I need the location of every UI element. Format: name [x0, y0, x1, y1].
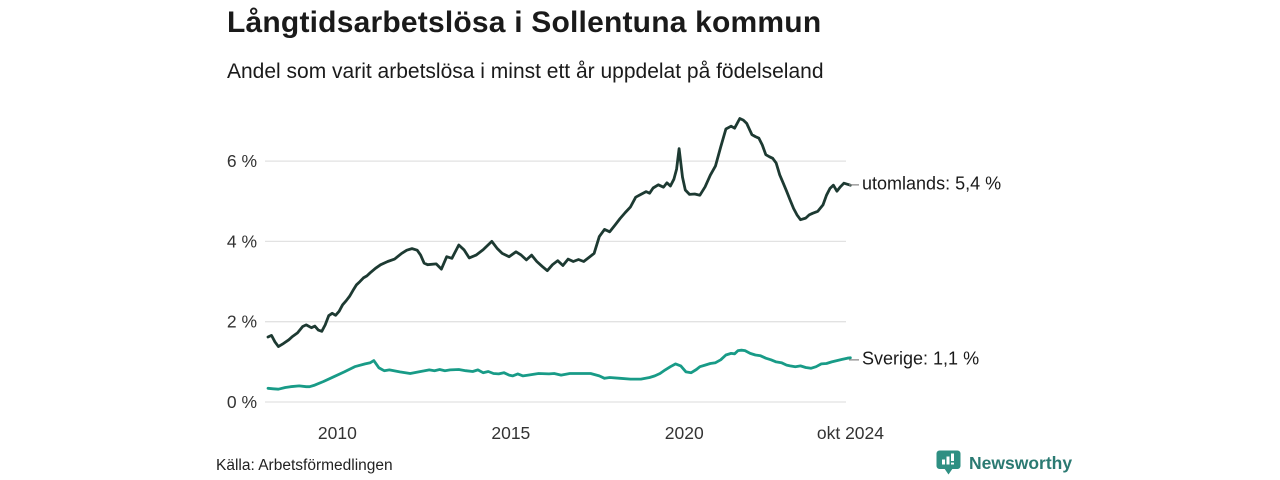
- source-note: Källa: Arbetsförmedlingen: [216, 457, 393, 474]
- x-tick-label: 2010: [318, 423, 357, 443]
- series-line-sverige: [266, 348, 852, 391]
- y-tick-label: 4 %: [227, 231, 257, 251]
- page-subtitle: Andel som varit arbetslösa i minst ett å…: [227, 60, 824, 83]
- x-tick-label: 2015: [491, 423, 530, 443]
- newsworthy-icon: [936, 450, 961, 475]
- series-end-label-utomlands: – utomlands: 5,4 %: [849, 174, 1001, 195]
- series-line-utomlands: [266, 117, 852, 348]
- brand-name: Newsworthy: [969, 452, 1073, 473]
- annotation-dash: –: [849, 348, 860, 369]
- annotation-text: Sverige: 1,1 %: [862, 348, 980, 369]
- annotation-text: utomlands: 5,4 %: [862, 173, 1002, 194]
- brand-logo: Newsworthy: [936, 450, 1072, 476]
- x-tick-label: okt 2024: [817, 423, 884, 443]
- y-tick-label: 6 %: [227, 151, 257, 171]
- annotation-dash: –: [849, 173, 860, 194]
- x-tick-label: 2020: [665, 423, 704, 443]
- series-end-label-sverige: – Sverige: 1,1 %: [849, 349, 979, 370]
- y-tick-label: 0 %: [227, 392, 257, 412]
- page-title: Långtidsarbetslösa i Sollentuna kommun: [227, 6, 822, 39]
- y-tick-label: 2 %: [227, 312, 257, 332]
